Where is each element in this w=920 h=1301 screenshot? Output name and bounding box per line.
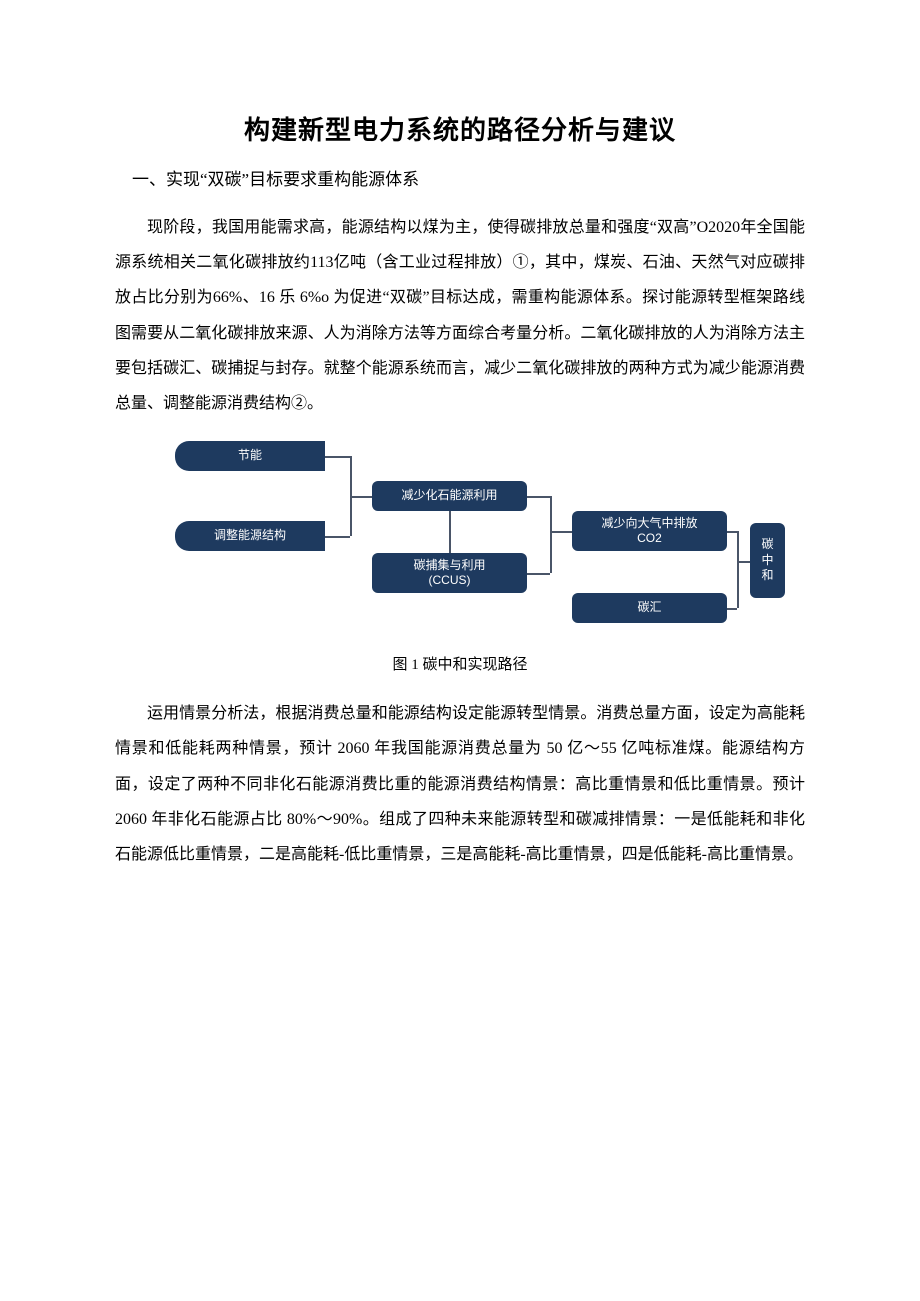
figure-1-diagram: 节能调整能源结构 减少化石能源利用碳捕集与利用(CCUS) 减少向大气中排放CO2 碳… [130, 433, 790, 643]
flowchart-node-n5: 减少向大气中排放CO2 [572, 511, 727, 551]
flowchart-edge [550, 496, 552, 531]
paragraph-1: 现阶段，我国用能需求高，能源结构以煤为主，使得碳排放总量和强度“双高”O2020… [115, 210, 805, 421]
flowchart-edge [350, 496, 352, 536]
flowchart-edge [527, 496, 550, 498]
flowchart-node-n1: 节能 [175, 441, 325, 471]
flowchart-edge [550, 531, 552, 573]
figure-1-caption: 图 1 碳中和实现路径 [115, 653, 805, 674]
flowchart-edge [727, 608, 737, 610]
flowchart-edge [727, 531, 737, 533]
flowchart-edge [527, 573, 550, 575]
flowchart-node-n4: 碳捕集与利用(CCUS) [372, 553, 527, 593]
flowchart-node-n2: 调整能源结构 [175, 521, 325, 551]
flowchart-node-n3: 减少化石能源利用 [372, 481, 527, 511]
flowchart-edge [737, 561, 739, 608]
flowchart-edge [449, 511, 451, 553]
flowchart-edge [737, 561, 750, 563]
page-title: 构建新型电力系统的路径分析与建议 [115, 110, 805, 147]
flowchart-edge [737, 531, 739, 561]
flowchart-edge [325, 456, 350, 458]
paragraph-2: 运用情景分析法，根据消费总量和能源结构设定能源转型情景。消费总量方面，设定为高能… [115, 696, 805, 872]
flowchart-node-n7: 碳中和 [750, 523, 785, 598]
section-1-heading: 一、实现“双碳”目标要求重构能源体系 [115, 165, 805, 190]
flowchart-edge [550, 531, 572, 533]
flowchart-edge [350, 456, 352, 496]
flowchart-edge [350, 496, 372, 498]
flowchart-node-n6: 碳汇 [572, 593, 727, 623]
flowchart-edge [325, 536, 350, 538]
